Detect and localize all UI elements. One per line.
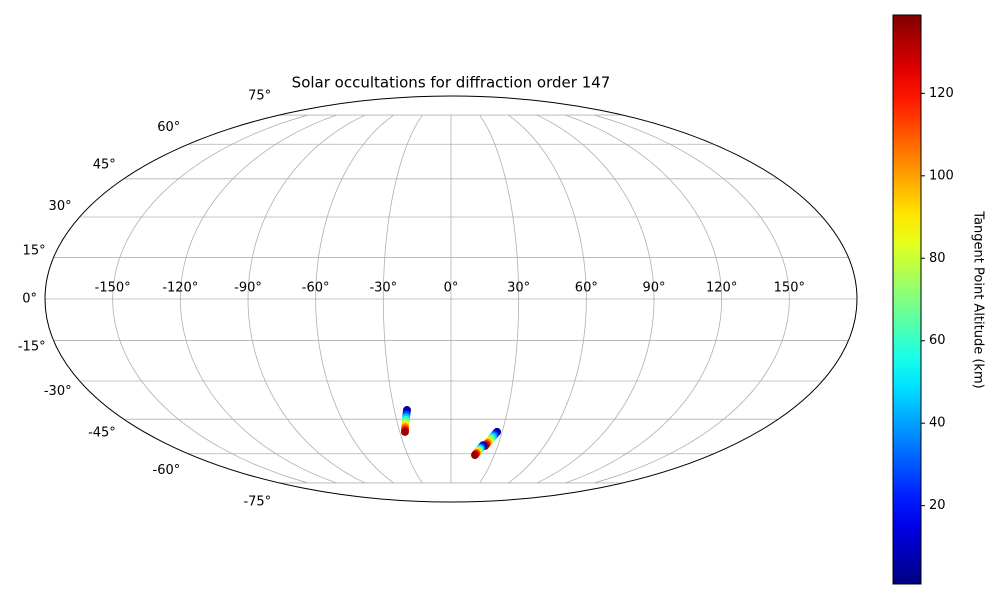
x-tick-label: -150°	[95, 281, 131, 296]
colorbar	[892, 14, 922, 585]
colorbar-tick-label: 60	[929, 333, 946, 348]
y-tick-label: -75°	[243, 495, 271, 510]
x-tick-label: -60°	[302, 281, 330, 296]
y-tick-label: -45°	[88, 425, 116, 440]
y-tick-label: 45°	[93, 158, 116, 173]
colorbar-tick-label: 120	[929, 86, 954, 101]
x-tick-label: 30°	[507, 281, 530, 296]
x-tick-label: 120°	[706, 281, 737, 296]
colorbar-label: Tangent Point Altitude (km)	[971, 210, 986, 388]
x-tick-label: -30°	[369, 281, 397, 296]
y-tick-label: 30°	[49, 199, 72, 214]
x-tick-label: -120°	[162, 281, 198, 296]
data-point	[470, 451, 479, 460]
colorbar-tick-label: 40	[929, 416, 946, 431]
y-tick-label: 0°	[22, 292, 37, 307]
x-tick-label: -90°	[234, 281, 262, 296]
y-tick-label: 75°	[248, 88, 271, 103]
colorbar-tick-label: 80	[929, 251, 946, 266]
y-tick-label: 15°	[23, 243, 46, 258]
x-tick-label: 60°	[575, 281, 598, 296]
y-tick-label: 60°	[157, 120, 180, 135]
chart-title: Solar occultations for diffraction order…	[292, 74, 611, 92]
x-tick-label: 90°	[642, 281, 665, 296]
y-tick-label: -30°	[44, 384, 72, 399]
colorbar-tick-label: 100	[929, 168, 954, 183]
y-tick-label: -15°	[18, 340, 46, 355]
colorbar-tick-label: 20	[929, 498, 946, 513]
x-tick-label: 150°	[774, 281, 805, 296]
map-boundary	[44, 95, 858, 503]
y-tick-label: -60°	[153, 463, 181, 478]
data-point	[400, 427, 409, 436]
x-tick-label: 0°	[444, 281, 459, 296]
